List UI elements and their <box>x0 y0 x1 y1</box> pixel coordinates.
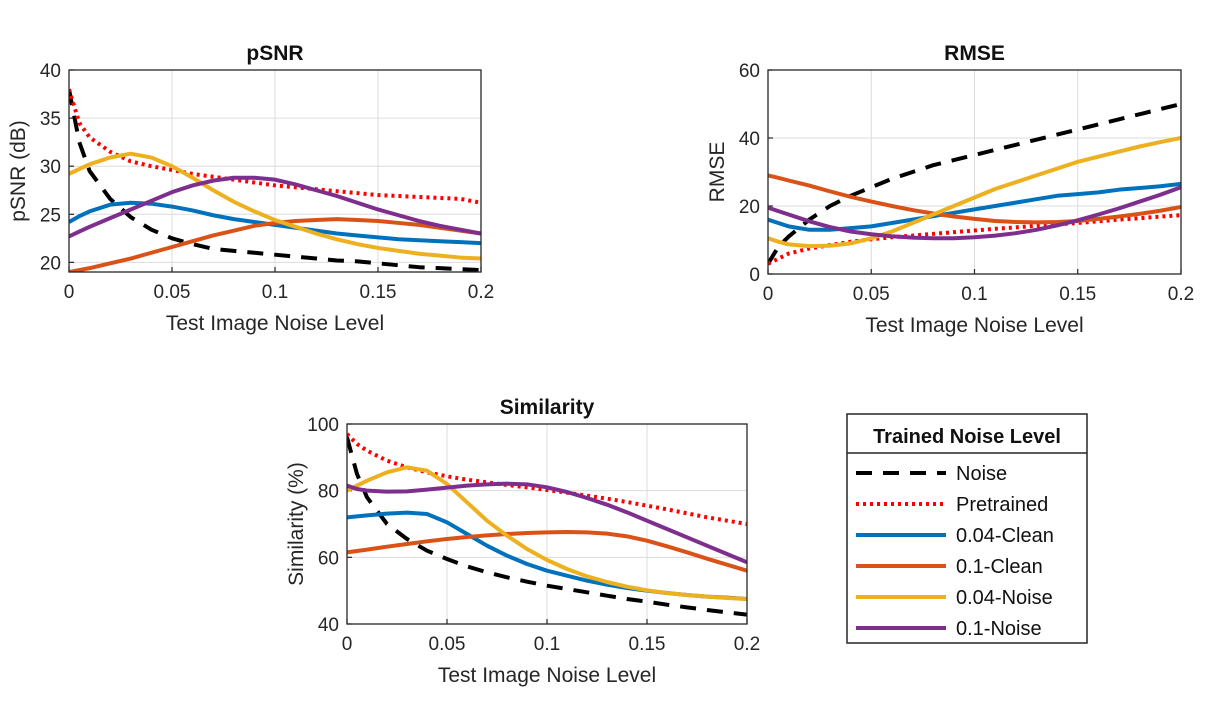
similarity-series-0-1-noise <box>347 481 747 565</box>
rmse-series-0-1-clean <box>768 173 1181 225</box>
psnr-series-0-1-noise <box>69 175 481 239</box>
psnr-series <box>69 88 481 272</box>
legend-entries: Noise Pretrained 0.04-Clean 0.1-Clean 0.04-N… <box>856 463 1054 640</box>
similarity-ytick-label: 60 <box>318 548 339 569</box>
rmse-xtick-label: 0.1 <box>961 284 987 305</box>
similarity-xtick-label: 0.1 <box>534 634 560 655</box>
similarity-series-pretrained <box>347 432 747 526</box>
similarity-xtick-label: 0.15 <box>629 634 666 655</box>
psnr-ytick-label: 25 <box>40 205 61 226</box>
similarity-xtick-label: 0 <box>342 634 353 655</box>
similarity-ytick-label: 40 <box>318 615 339 636</box>
psnr-series-noise <box>69 88 481 272</box>
similarity-series-noise <box>347 436 747 617</box>
psnr-ylabel: pSNR (dB) <box>7 120 30 222</box>
rmse-xtick-label: 0 <box>763 284 774 305</box>
legend: Trained Noise Level Noise Pretrained 0.04-… <box>846 413 1088 644</box>
rmse-axes-box <box>767 69 1182 275</box>
psnr-series-0-04-noise <box>69 151 481 261</box>
similarity-ytick-label: 80 <box>318 482 339 503</box>
rmse-chart: 0 0.05 0.1 0.15 0.2 0 20 40 60 RMSE Test Image Noi… <box>706 42 1194 337</box>
rmse-series-0-04-clean <box>768 181 1181 232</box>
rmse-ytick-label: 20 <box>739 197 760 218</box>
rmse-series-0-04-noise <box>768 136 1181 249</box>
rmse-series-0-1-noise <box>768 185 1181 241</box>
rmse-xtick-label: 0.05 <box>853 284 890 305</box>
chart-panels: 0 0.05 0.1 0.15 0.2 20 25 30 35 40 pSNR Test Image … <box>7 42 1194 687</box>
psnr-xlabel: Test Image Noise Level <box>166 312 384 335</box>
similarity-series-0-04-noise <box>347 465 747 601</box>
similarity-xlabel: Test Image Noise Level <box>438 664 656 687</box>
psnr-ytick-label: 35 <box>40 109 61 130</box>
psnr-title: pSNR <box>246 42 303 65</box>
psnr-series-0-1-clean <box>69 217 481 272</box>
psnr-xtick-label: 0.05 <box>154 282 191 303</box>
psnr-ytick-label: 20 <box>40 253 61 274</box>
similarity-ytick-label: 100 <box>307 415 339 436</box>
psnr-axes-box <box>68 69 482 273</box>
rmse-ytick-label: 40 <box>739 129 760 150</box>
rmse-xlabel: Test Image Noise Level <box>865 314 1083 337</box>
rmse-title: RMSE <box>944 42 1005 65</box>
similarity-xtick-label: 0.2 <box>734 634 760 655</box>
rmse-ytick-label: 60 <box>739 61 760 82</box>
similarity-xtick-label: 0.05 <box>429 634 466 655</box>
psnr-xtick-label: 0.1 <box>262 282 288 303</box>
similarity-chart: 0 0.05 0.1 0.15 0.2 40 60 80 100 Similarity Test I… <box>285 396 760 687</box>
psnr-chart: 0 0.05 0.1 0.15 0.2 20 25 30 35 40 pSNR Test Image … <box>7 42 494 335</box>
similarity-series <box>347 432 747 617</box>
psnr-ytick-label: 30 <box>40 157 61 178</box>
rmse-series <box>768 102 1181 266</box>
rmse-ytick-label: 0 <box>749 265 760 286</box>
psnr-xtick-label: 0.15 <box>360 282 397 303</box>
rmse-xtick-label: 0.2 <box>1168 284 1194 305</box>
similarity-ylabel: Similarity (%) <box>285 462 308 586</box>
rmse-series-noise <box>768 102 1181 265</box>
legend-label-pretrained: Pretrained <box>956 494 1048 516</box>
legend-label-0-1-clean: 0.1-Clean <box>956 556 1043 578</box>
rmse-series-pretrained <box>768 213 1181 266</box>
similarity-axes-box <box>346 423 748 625</box>
psnr-ytick-label: 40 <box>40 61 61 82</box>
similarity-series-0-1-clean <box>347 530 747 573</box>
legend-label-0-04-noise: 0.04-Noise <box>956 587 1053 609</box>
psnr-xtick-label: 0 <box>64 282 75 303</box>
legend-label-0-1-noise: 0.1-Noise <box>956 618 1042 640</box>
similarity-title: Similarity <box>500 396 595 419</box>
legend-label-noise: Noise <box>956 463 1007 485</box>
psnr-xtick-label: 0.2 <box>468 282 494 303</box>
rmse-xtick-label: 0.15 <box>1059 284 1096 305</box>
rmse-ylabel: RMSE <box>706 142 729 203</box>
legend-label-0-04-clean: 0.04-Clean <box>956 525 1054 547</box>
legend-title: Trained Noise Level <box>873 426 1061 448</box>
legend-box <box>846 413 1088 644</box>
